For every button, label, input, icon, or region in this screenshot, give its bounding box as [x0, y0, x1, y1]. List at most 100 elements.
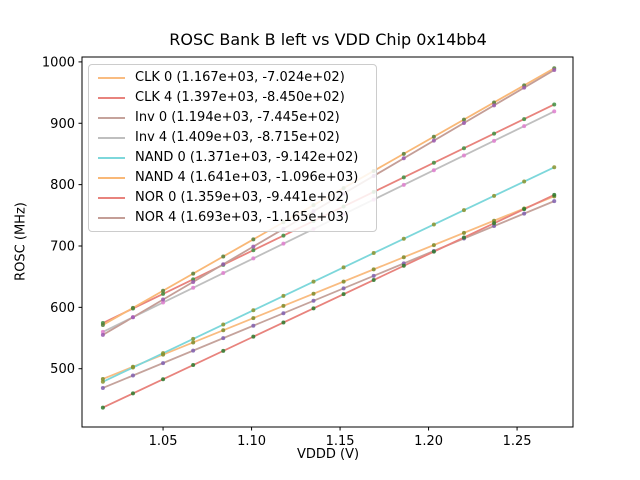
legend-entry-nor4: NOR 4 (1.693e+03, -1.165e+03) [98, 211, 376, 225]
data-point-inv-0 [492, 224, 497, 229]
data-point-clk-0 [221, 328, 226, 333]
data-point-nor-0 [191, 363, 196, 368]
data-point-nor-4 [251, 244, 256, 249]
data-point-nor-4 [130, 315, 135, 320]
data-point-clk-0 [401, 255, 406, 260]
legend-entry-clk4: CLK 4 (1.397e+03, -8.450e+02) [98, 91, 376, 105]
y-tick-label: 800 [50, 178, 75, 193]
x-axis-label: VDDD (V) [296, 447, 360, 462]
data-point-nand-0 [251, 308, 256, 313]
data-point-nor-0 [401, 263, 406, 268]
x-tick-label: 1.10 [237, 434, 266, 449]
data-point-nor-0 [251, 334, 256, 339]
legend-line-sample-nor0 [98, 197, 125, 199]
legend-line-sample-inv0 [98, 117, 125, 119]
y-tick-label: 700 [50, 239, 75, 254]
fit-line-clk-0 [102, 195, 555, 380]
legend: CLK 0 (1.167e+03, -7.024e+02) CLK 4 (1.3… [88, 64, 377, 232]
data-point-nor-0 [161, 377, 166, 382]
data-point-clk-4 [431, 160, 436, 165]
legend-label-nand0: NAND 0 (1.371e+03, -9.142e+02) [135, 150, 359, 165]
data-point-inv-4 [100, 329, 105, 334]
data-point-inv-4 [161, 300, 166, 305]
data-point-nor-0 [100, 405, 105, 410]
data-point-inv-0 [161, 361, 166, 366]
data-point-inv-0 [130, 373, 135, 378]
fit-line-inv-0 [102, 200, 555, 389]
legend-entry-nand0: NAND 0 (1.371e+03, -9.142e+02) [98, 151, 376, 165]
data-point-clk-0 [281, 303, 286, 308]
data-point-inv-4 [281, 241, 286, 246]
data-point-nand-0 [461, 208, 466, 213]
legend-line-sample-clk4 [98, 97, 125, 99]
y-tick-label: 1000 [42, 55, 75, 70]
data-point-nor-4 [461, 120, 466, 125]
data-point-inv-0 [341, 286, 346, 291]
y-tick-label: 500 [50, 362, 75, 377]
data-point-nand-4 [130, 305, 135, 310]
data-point-nand-0 [341, 265, 346, 270]
data-point-clk-4 [461, 146, 466, 151]
data-point-nand-4 [100, 322, 105, 327]
data-point-nand-4 [221, 254, 226, 259]
data-point-clk-4 [251, 248, 256, 253]
data-point-inv-0 [191, 348, 196, 353]
legend-line-sample-clk0 [98, 77, 125, 79]
data-point-clk-0 [341, 279, 346, 284]
x-tick-label: 1.05 [149, 434, 178, 449]
data-point-inv-4 [191, 285, 196, 290]
data-point-clk-0 [311, 291, 316, 296]
data-point-clk-4 [281, 233, 286, 238]
data-point-nand-0 [161, 351, 166, 356]
data-point-nand-0 [522, 179, 527, 184]
data-point-nand-0 [431, 222, 436, 227]
data-point-nand-0 [281, 293, 286, 298]
data-point-inv-0 [522, 211, 527, 216]
data-point-nor-0 [341, 292, 346, 297]
y-axis-label: ROSC (MHz) [13, 202, 29, 281]
data-point-nor-4 [552, 68, 557, 73]
y-tick-label: 900 [50, 117, 75, 132]
legend-entry-inv4: Inv 4 (1.409e+03, -8.715e+02) [98, 131, 376, 145]
legend-line-sample-nor4 [98, 217, 125, 219]
data-point-inv-0 [552, 199, 557, 204]
data-point-nor-4 [431, 138, 436, 143]
data-point-nor-4 [161, 297, 166, 302]
data-point-nor-0 [461, 235, 466, 240]
data-point-nor-0 [522, 207, 527, 212]
data-point-nor-4 [100, 332, 105, 337]
data-point-inv-0 [100, 385, 105, 390]
data-point-nor-0 [221, 348, 226, 353]
x-tick-label: 1.15 [326, 434, 355, 449]
legend-label-nor0: NOR 0 (1.359e+03, -9.441e+02) [135, 190, 349, 205]
data-point-clk-0 [251, 316, 256, 321]
data-point-inv-0 [371, 273, 376, 278]
legend-label-nor4: NOR 4 (1.693e+03, -1.165e+03) [135, 210, 349, 225]
data-point-nor-4 [191, 279, 196, 284]
legend-label-inv0: Inv 0 (1.194e+03, -7.445e+02) [135, 110, 340, 125]
data-point-nor-0 [281, 320, 286, 325]
legend-label-nand4: NAND 4 (1.641e+03, -1.096e+03) [135, 170, 359, 185]
fit-line-nand-0 [102, 166, 555, 383]
data-point-inv-4 [552, 109, 557, 114]
data-point-nand-0 [371, 251, 376, 256]
data-point-clk-0 [461, 230, 466, 235]
data-point-nor-0 [371, 277, 376, 282]
legend-entry-nor0: NOR 0 (1.359e+03, -9.441e+02) [98, 191, 376, 205]
data-point-nor-0 [130, 391, 135, 396]
data-point-nor-0 [431, 249, 436, 254]
data-point-inv-4 [461, 153, 466, 158]
data-point-nand-0 [401, 236, 406, 241]
data-point-nand-0 [130, 365, 135, 370]
legend-label-inv4: Inv 4 (1.409e+03, -8.715e+02) [135, 130, 340, 145]
data-point-inv-0 [281, 311, 286, 316]
data-point-clk-4 [522, 117, 527, 122]
data-point-nor-0 [492, 221, 497, 226]
data-point-inv-4 [401, 182, 406, 187]
data-point-inv-0 [221, 336, 226, 341]
data-point-nand-4 [161, 288, 166, 293]
data-point-nand-0 [311, 279, 316, 284]
data-point-nor-4 [492, 103, 497, 108]
data-point-nor-4 [401, 156, 406, 161]
data-point-inv-4 [221, 271, 226, 276]
